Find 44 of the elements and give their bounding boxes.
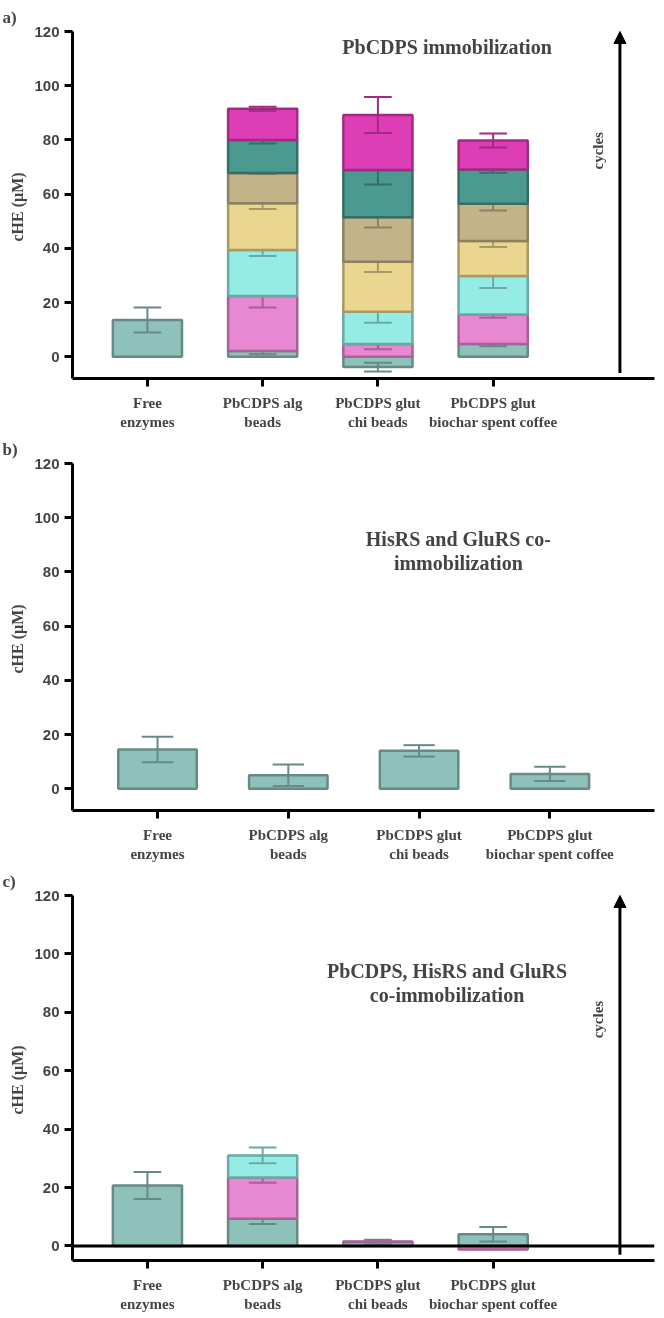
x-tick-label: PbCDPS alg beads	[222, 394, 303, 430]
y-tick-label: 100	[34, 508, 60, 526]
y-tick-label: 20	[42, 293, 60, 311]
y-tick-label: 80	[42, 562, 60, 580]
y-tick-label: 20	[42, 725, 60, 743]
text: PbCDPS, HisRS and GluRS co-immobilization	[327, 959, 568, 1006]
y-tick-label: 120	[34, 886, 60, 904]
x-tick-label: PbCDPS glut chi beads	[335, 1276, 421, 1312]
x-tick-label: PbCDPS glut chi beads	[335, 394, 421, 430]
x-tick-label: PbCDPS glut biochar spent coffee	[429, 1276, 558, 1312]
chart-title: PbCDPS immobilization	[342, 35, 552, 58]
y-tick-label: 20	[42, 1178, 60, 1196]
y-tick-label: 40	[42, 239, 60, 257]
y-axis-title: cHE (µM)	[9, 1045, 28, 1115]
y-tick-label: 0	[51, 347, 60, 365]
y-axis-title: cHE (µM)	[9, 172, 28, 242]
text: b)	[2, 439, 18, 459]
y-tick-label: 100	[34, 76, 60, 94]
x-tick-label: PbCDPS glut chi beads	[376, 826, 462, 862]
y-tick-label: 80	[42, 130, 60, 148]
y-tick-label: 60	[42, 185, 60, 203]
x-tick-label: PbCDPS alg beads	[222, 1276, 303, 1312]
y-tick-label: 60	[42, 1061, 60, 1079]
y-tick-label: 0	[51, 779, 60, 797]
y-tick-label: 80	[42, 1003, 60, 1021]
y-tick-label: 100	[34, 944, 60, 962]
text: c)	[2, 871, 16, 891]
y-tick-label: 120	[34, 454, 60, 472]
text: cycles	[590, 1000, 607, 1039]
y-tick-label: 40	[42, 1120, 60, 1138]
y-tick-label: 60	[42, 617, 60, 635]
y-tick-label: 0	[51, 1236, 60, 1254]
x-tick-label: PbCDPS glut biochar spent coffee	[429, 394, 558, 430]
x-tick-label: Free enzymes	[120, 394, 175, 430]
text: cycles	[590, 131, 607, 170]
x-tick-label: PbCDPS glut biochar spent coffee	[485, 826, 615, 862]
y-tick-label: 40	[42, 671, 60, 689]
x-tick-label: Free enzymes	[130, 826, 185, 862]
text: a)	[2, 7, 17, 27]
x-tick-label: PbCDPS alg beads	[248, 826, 329, 862]
text: HisRS and GluRS co-immobilization	[365, 527, 551, 574]
y-axis-title: cHE (µM)	[9, 604, 28, 674]
x-tick-label: Free enzymes	[120, 1276, 175, 1312]
y-tick-label: 120	[34, 22, 60, 40]
